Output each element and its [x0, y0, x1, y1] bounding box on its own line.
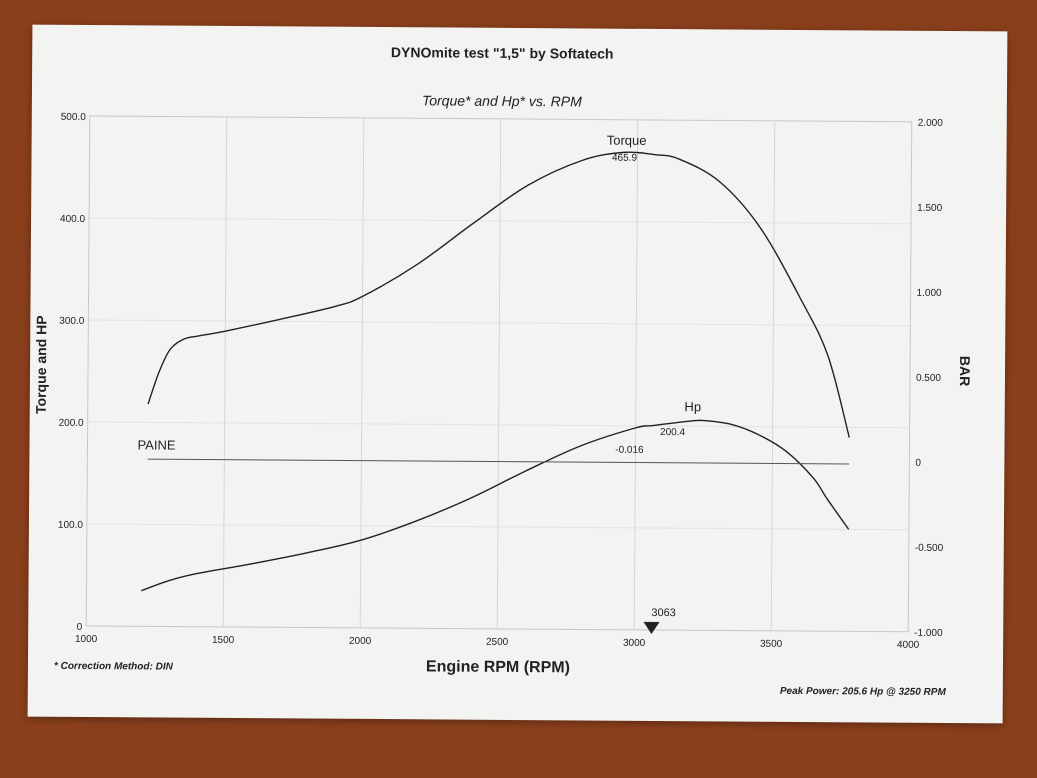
dyno-chart: DYNOmite test "1,5" by Softatech Torque*…	[33, 44, 973, 698]
series-lines	[141, 151, 850, 592]
x-tick-label: 3000	[623, 638, 646, 649]
x-tick-label: 1000	[75, 634, 98, 645]
x-tick-label: 2500	[486, 637, 509, 648]
y-grid-line	[86, 523, 909, 531]
chart-subtitle: Torque* and Hp* vs. RPM	[422, 92, 582, 109]
paine-series-label: PAINE	[137, 437, 175, 452]
x-tick-label: 2000	[349, 636, 372, 647]
y2-tick-label: 1.500	[917, 203, 943, 214]
y-tick-label: 500.0	[61, 112, 87, 123]
y2-tick-label: 1.000	[917, 288, 943, 299]
y2-tick-label: 2.000	[918, 118, 944, 129]
correction-method-note: * Correction Method: DIN	[54, 661, 174, 673]
x-grid-line	[222, 116, 228, 627]
y-grid-line	[89, 217, 912, 225]
dyno-sheet: DYNOmite test "1,5" by Softatech Torque*…	[27, 24, 1008, 724]
rpm-marker-triangle	[643, 621, 660, 634]
torque-line	[147, 151, 850, 438]
y-tick-label: 100.0	[58, 520, 84, 531]
y-tick-label: 300.0	[59, 316, 85, 327]
y-tick-label: 200.0	[59, 418, 85, 429]
y-grid-line	[87, 421, 910, 429]
grid-lines	[86, 116, 912, 631]
paine-value: -0.016	[615, 445, 644, 456]
y-tick-label: 400.0	[60, 214, 86, 225]
x-axis-label: Engine RPM (RPM)	[426, 658, 570, 676]
x-tick-label: 4000	[897, 640, 920, 651]
y2-tick-label: -1.000	[914, 628, 943, 639]
left-axis-ticks: 0 100.0 200.0 300.0 400.0 500.0	[58, 112, 87, 633]
x-grid-line	[496, 118, 502, 629]
peak-power-note: Peak Power: 205.6 Hp @ 3250 RPM	[780, 686, 947, 698]
hp-line	[141, 419, 850, 592]
chart-main-title: DYNOmite test "1,5" by Softatech	[391, 44, 614, 62]
torque-series-label: Torque	[607, 133, 647, 148]
hp-peak-value: 200.4	[660, 427, 686, 438]
right-axis-ticks: -1.000 -0.500 0 0.500 1.000 1.500 2.000	[914, 118, 944, 639]
y-grid-line	[88, 319, 911, 327]
y2-tick-label: 0.500	[916, 373, 942, 384]
y2-tick-label: 0	[915, 458, 921, 469]
y2-tick-label: -0.500	[915, 543, 944, 554]
x-grid-line	[359, 117, 365, 628]
x-tick-label: 1500	[212, 635, 235, 646]
hp-series-label: Hp	[684, 399, 701, 414]
x-grid-line	[633, 119, 639, 630]
torque-peak-value: 465.9	[612, 153, 638, 164]
x-axis-ticks: 1000 1500 2000 2500 3000 3500 4000	[75, 634, 920, 651]
paine-line	[147, 458, 850, 465]
y2-axis-label: BAR	[957, 356, 973, 386]
y-tick-label: 0	[77, 622, 83, 633]
x-grid-line	[770, 120, 776, 631]
rpm-marker-value: 3063	[651, 607, 676, 619]
x-tick-label: 3500	[760, 639, 783, 650]
y-axis-label: Torque and HP	[33, 315, 50, 414]
